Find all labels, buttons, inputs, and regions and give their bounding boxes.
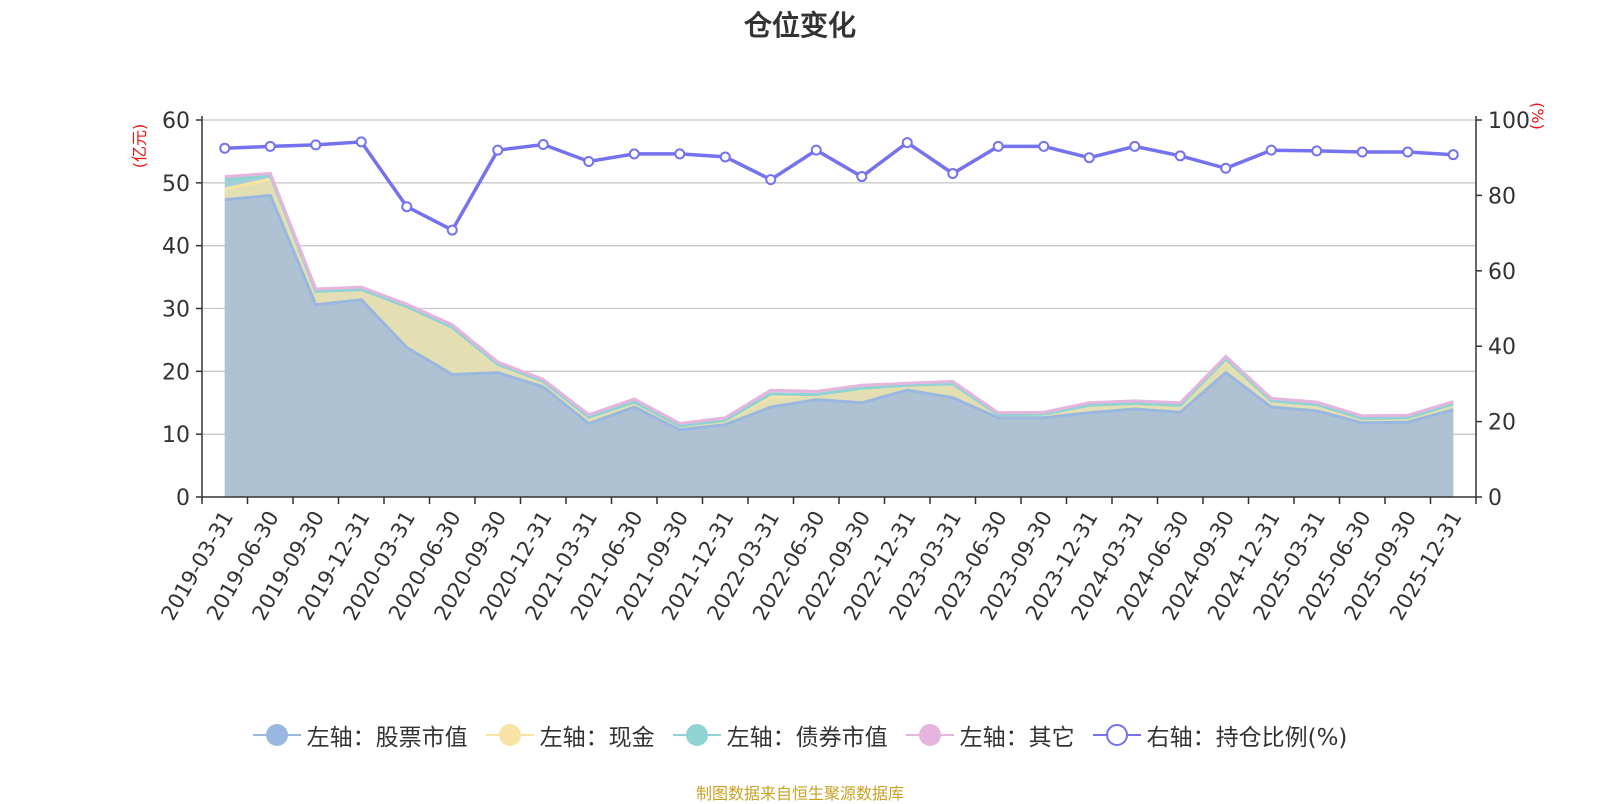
- left-axis-unit: (亿元): [130, 124, 149, 169]
- area-stock-line: [224, 193, 1454, 432]
- legend-label: 左轴：现金: [539, 725, 655, 751]
- ratio-point: [1356, 146, 1368, 158]
- legend-item-cash[interactable]: 左轴：现金: [485, 718, 655, 752]
- legend-label: 右轴：持仓比例(%): [1146, 725, 1348, 751]
- legend: 左轴：股票市值 左轴：现金 左轴：债券市值 左轴：其它 右轴：持仓比例(%): [0, 718, 1600, 752]
- legend-bond-marker-icon: [672, 722, 721, 748]
- ratio-point: [1402, 146, 1414, 158]
- legend-item-other[interactable]: 左轴：其它: [905, 718, 1075, 752]
- left-axis-tick-label: 60: [162, 109, 190, 134]
- ratio-point: [992, 140, 1004, 152]
- legend-label: 左轴：债券市值: [726, 725, 888, 751]
- ratio-point: [1265, 144, 1277, 156]
- ratio-point: [355, 136, 367, 148]
- ratio-point: [1220, 162, 1232, 174]
- ratio-point: [310, 139, 322, 151]
- legend-cash-marker-icon: [485, 722, 534, 748]
- right-axis-tick-label: 40: [1488, 335, 1516, 360]
- left-axis-tick-label: 30: [162, 298, 190, 323]
- chart-title: 仓位变化: [743, 9, 856, 42]
- ratio-point: [1447, 149, 1459, 161]
- legend-other-marker-icon: [905, 722, 954, 748]
- right-axis-tick-label: 20: [1488, 411, 1516, 436]
- ratio-point: [537, 139, 549, 151]
- left-axis-tick-label: 0: [176, 486, 190, 511]
- ratio-point: [856, 171, 868, 183]
- legend-label: 左轴：股票市值: [306, 725, 468, 751]
- legend-item-ratio[interactable]: 右轴：持仓比例(%): [1092, 718, 1348, 752]
- ratio-point: [765, 174, 777, 186]
- left-axis-tick-label: 50: [162, 172, 190, 197]
- area-bond-line: [224, 174, 1454, 428]
- left-axis-tick-label: 40: [162, 235, 190, 260]
- area-other-line: [224, 171, 1454, 426]
- right-axis-tick-label: 80: [1488, 184, 1516, 209]
- ratio-point: [674, 148, 686, 160]
- ratio-point: [583, 155, 595, 167]
- ratio-point: [219, 142, 231, 154]
- area-stock-fill: [224, 195, 1454, 497]
- ratio-point: [1311, 145, 1323, 157]
- legend-label: 左轴：其它: [959, 725, 1075, 751]
- right-axis-tick-label: 0: [1488, 486, 1502, 511]
- ratio-point: [1083, 152, 1095, 164]
- legend-item-bond[interactable]: 左轴：债券市值: [672, 718, 888, 752]
- ratio-point: [264, 140, 276, 152]
- ratio-line: [224, 140, 1454, 233]
- source-note: 制图数据来自恒生聚源数据库: [695, 784, 904, 803]
- right-axis-tick-label: 100: [1488, 109, 1530, 134]
- ratio-point: [401, 201, 413, 213]
- ratio-point: [1038, 140, 1050, 152]
- left-axis-tick-label: 20: [162, 360, 190, 385]
- ratio-point: [947, 168, 959, 180]
- ratio-point: [719, 151, 731, 163]
- right-axis-unit: (%): [1528, 102, 1547, 130]
- left-axis-tick-label: 10: [162, 423, 190, 448]
- legend-item-stock[interactable]: 左轴：股票市值: [252, 718, 468, 752]
- legend-stock-marker-icon: [252, 722, 301, 748]
- line-layer: [219, 136, 1459, 236]
- ratio-point: [810, 144, 822, 156]
- right-axis-tick-label: 60: [1488, 260, 1516, 285]
- legend-ratio-marker-icon: [1092, 722, 1141, 748]
- ratio-point: [1129, 140, 1141, 152]
- ratio-point: [1174, 150, 1186, 162]
- ratio-point: [492, 144, 504, 156]
- area-layer: [224, 171, 1454, 497]
- ratio-point: [628, 148, 640, 160]
- ratio-point: [446, 224, 458, 236]
- ratio-point: [901, 137, 913, 149]
